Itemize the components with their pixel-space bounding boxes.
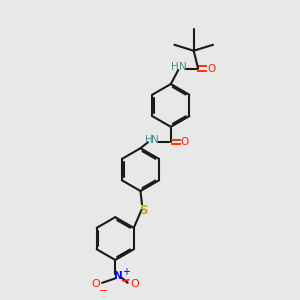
Text: O: O: [130, 279, 139, 289]
Text: O: O: [92, 279, 100, 289]
Text: H: H: [145, 136, 153, 146]
Text: N: N: [179, 62, 187, 72]
Text: S: S: [139, 204, 147, 217]
Text: N: N: [114, 271, 123, 281]
Text: +: +: [122, 267, 130, 277]
Text: O: O: [207, 64, 215, 74]
Text: H: H: [171, 62, 179, 72]
Text: −: −: [99, 286, 108, 296]
Text: N: N: [152, 136, 159, 146]
Text: O: O: [181, 137, 189, 147]
